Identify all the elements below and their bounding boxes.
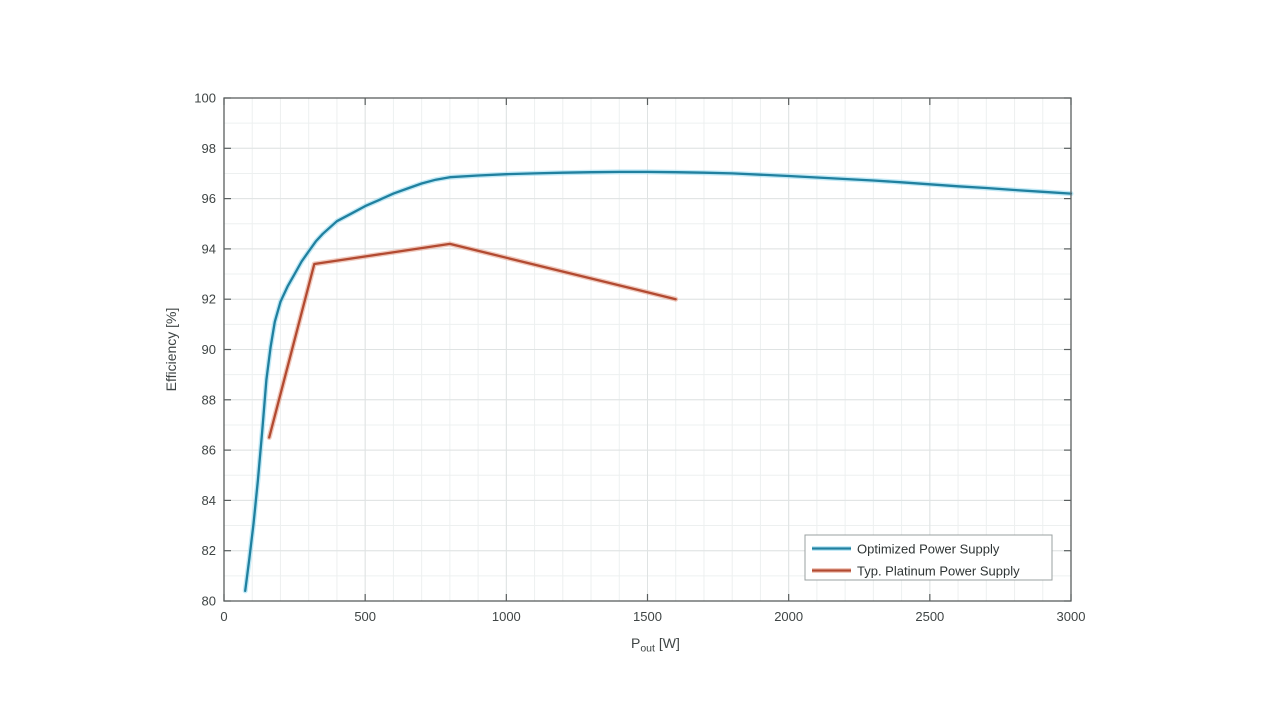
legend-label-platinum: Typ. Platinum Power Supply [857, 564, 1020, 579]
x-tick-label: 2500 [915, 609, 944, 624]
x-tick-label: 0 [220, 609, 227, 624]
y-tick-label: 80 [202, 594, 216, 609]
legend: Optimized Power Supply Typ. Platinum Pow… [804, 534, 1053, 581]
y-tick-label: 92 [202, 292, 216, 307]
y-axis-tick-labels: 80 82 84 86 88 90 92 94 96 98 100 [194, 91, 216, 609]
x-axis-tick-labels: 0 500 1000 1500 2000 2500 3000 [220, 609, 1085, 624]
y-tick-label: 82 [202, 543, 216, 558]
axis-ticks [223, 97, 1072, 602]
x-tick-label: 1000 [492, 609, 521, 624]
y-tick-label: 90 [202, 342, 216, 357]
legend-label-optimized: Optimized Power Supply [857, 542, 1000, 557]
y-tick-label: 86 [202, 443, 216, 458]
y-tick-label: 98 [202, 141, 216, 156]
y-tick-label: 84 [202, 493, 216, 508]
x-axis-label-subscript: out [640, 643, 655, 655]
x-axis-label-symbol: P [631, 635, 640, 651]
y-tick-label: 96 [202, 191, 216, 206]
y-tick-label: 100 [194, 91, 216, 106]
y-tick-label: 88 [202, 392, 216, 407]
x-tick-label: 3000 [1057, 609, 1086, 624]
x-axis-label-unit: [W] [655, 635, 680, 651]
x-tick-label: 1500 [633, 609, 662, 624]
x-tick-label: 500 [354, 609, 376, 624]
data-series [242, 169, 1074, 594]
y-tick-label: 94 [202, 241, 216, 256]
y-axis-label: Efficiency [%] [163, 308, 179, 392]
x-axis-label: Pout [W] [631, 635, 680, 655]
x-tick-label: 2000 [774, 609, 803, 624]
